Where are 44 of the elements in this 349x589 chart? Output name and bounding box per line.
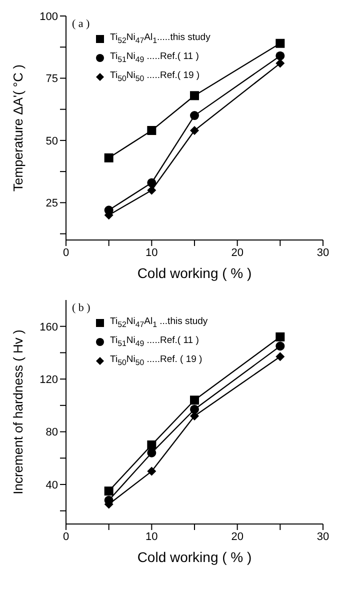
y-tick-label: 75	[46, 73, 58, 86]
x-tick-label: 20	[231, 530, 244, 543]
y-tick-label: 40	[46, 479, 58, 492]
point	[190, 111, 199, 120]
y-tick-label: 25	[46, 198, 58, 210]
annotation: ( a )	[72, 18, 90, 30]
point	[276, 38, 285, 48]
legend-label: Ti$_{50}$Ni$_{50}$ .....Ref. ( 19 )	[110, 352, 202, 369]
legend-label: Ti$_{52}$Ni$_{47}$Al$_{1}$ ...this study	[110, 315, 208, 331]
x-tick-label: 10	[146, 246, 158, 259]
point	[190, 396, 199, 405]
legend-label: Ti$_{52}$Ni$_{47}$Al$_{1}$.....this study	[110, 31, 210, 47]
point	[276, 51, 285, 60]
x-tick-label: 0	[62, 530, 70, 543]
y-tick-label: 120	[40, 374, 58, 386]
point	[147, 178, 156, 188]
point	[190, 91, 199, 100]
annotation: ( b )	[72, 302, 90, 314]
x-axis-title: Cold working ( % )	[137, 549, 252, 565]
legend-label: Ti$_{50}$Ni$_{50}$ .....Ref.( 19 )	[110, 68, 200, 85]
legend-label: Ti$_{51}$Ni$_{49}$ .....Ref.( 11 )	[110, 334, 199, 350]
x-tick-label: 0	[62, 246, 70, 259]
point	[276, 352, 285, 362]
x-tick-label: 10	[146, 530, 158, 543]
y-tick-label: 80	[46, 426, 58, 439]
point	[276, 342, 285, 351]
point	[276, 332, 285, 342]
x-axis-title: Cold working ( % )	[137, 265, 252, 281]
y-tick-label: 50	[46, 135, 58, 148]
y-axis-title: Increment of hardness ( Hv )	[10, 330, 26, 494]
point	[147, 466, 156, 476]
x-tick-label: 30	[316, 530, 330, 543]
point	[147, 126, 156, 135]
point	[147, 448, 156, 458]
x-tick-label: 30	[316, 246, 330, 259]
point	[104, 486, 114, 496]
x-tick-label: 20	[231, 246, 244, 259]
point	[190, 126, 199, 135]
y-tick-label: 100	[40, 10, 58, 23]
y-axis-title: Temperature ΔA'( °C )	[10, 64, 26, 192]
point	[104, 153, 114, 162]
legend-label: Ti$_{51}$Ni$_{49}$ .....Ref.( 11 )	[110, 50, 199, 66]
point	[147, 440, 156, 450]
y-tick-label: 160	[40, 321, 58, 334]
